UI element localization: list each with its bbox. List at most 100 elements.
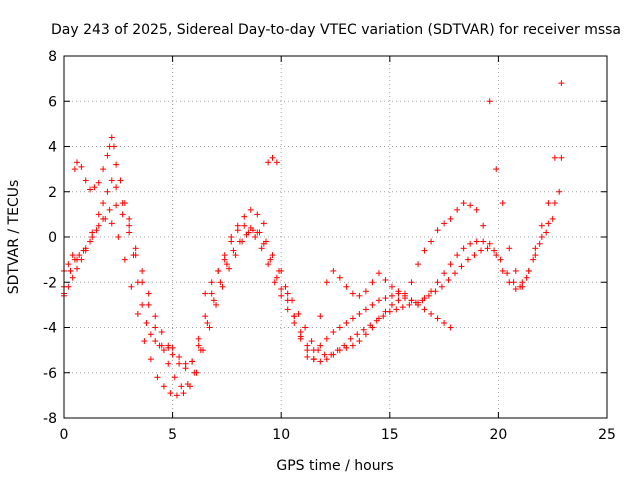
data-point xyxy=(336,324,343,331)
data-point xyxy=(239,238,246,245)
data-point xyxy=(382,295,389,302)
data-point xyxy=(369,279,376,286)
data-point xyxy=(126,215,133,222)
data-point xyxy=(295,310,302,317)
data-point xyxy=(473,238,480,245)
data-point xyxy=(289,297,296,304)
data-point xyxy=(480,222,487,229)
data-point xyxy=(108,134,115,141)
data-point xyxy=(425,292,432,299)
data-point xyxy=(362,288,369,295)
data-point xyxy=(104,188,111,195)
data-point xyxy=(375,297,382,304)
data-point xyxy=(273,274,280,281)
data-point xyxy=(323,279,330,286)
data-point xyxy=(302,324,309,331)
data-point xyxy=(408,297,415,304)
data-point xyxy=(141,338,148,345)
data-point xyxy=(499,200,506,207)
data-point xyxy=(74,159,81,166)
data-point xyxy=(421,247,428,254)
data-point xyxy=(356,292,363,299)
data-point xyxy=(375,270,382,277)
data-point xyxy=(223,261,230,268)
x-tick-label: 5 xyxy=(168,427,177,443)
series-track-4 xyxy=(61,80,565,367)
data-point xyxy=(349,290,356,297)
data-point xyxy=(180,390,187,397)
data-point xyxy=(369,324,376,331)
data-point xyxy=(267,256,274,263)
data-point xyxy=(297,335,304,342)
data-point xyxy=(132,245,139,252)
data-point xyxy=(76,252,83,259)
data-point xyxy=(504,270,511,277)
data-point xyxy=(362,331,369,338)
data-point xyxy=(382,276,389,283)
data-point xyxy=(100,200,107,207)
data-point xyxy=(115,234,122,240)
data-point xyxy=(330,351,337,358)
data-point xyxy=(143,319,150,326)
data-point xyxy=(480,238,487,245)
data-point xyxy=(113,161,120,168)
data-point xyxy=(284,290,291,297)
data-point xyxy=(317,342,324,349)
data-point xyxy=(278,286,285,293)
data-point xyxy=(343,283,350,290)
x-tick-label: 25 xyxy=(598,427,616,443)
data-point xyxy=(247,206,254,213)
data-point xyxy=(193,369,200,376)
data-point xyxy=(204,319,211,326)
data-point xyxy=(147,356,154,363)
data-point xyxy=(65,283,72,290)
data-point xyxy=(382,308,389,315)
data-point xyxy=(330,329,337,336)
data-point xyxy=(269,252,276,259)
data-point xyxy=(245,229,252,236)
x-tick-label: 10 xyxy=(272,427,290,443)
data-point xyxy=(558,154,565,161)
data-point xyxy=(556,188,563,195)
data-point xyxy=(200,347,207,354)
data-point xyxy=(310,356,317,363)
data-point xyxy=(538,222,545,229)
data-point xyxy=(471,252,478,259)
data-point xyxy=(189,358,196,365)
data-point xyxy=(304,353,311,360)
data-point xyxy=(228,238,235,245)
data-point xyxy=(186,383,193,390)
data-point xyxy=(447,324,454,331)
data-point xyxy=(454,252,461,259)
data-point xyxy=(195,342,202,349)
data-point xyxy=(165,360,172,367)
data-point xyxy=(78,163,85,170)
data-point xyxy=(262,238,269,245)
y-tick-label: 6 xyxy=(48,94,57,110)
data-point xyxy=(434,279,441,286)
y-tick-label: -6 xyxy=(43,366,57,382)
data-point xyxy=(399,304,406,311)
data-point xyxy=(317,313,324,320)
data-point xyxy=(512,286,519,293)
data-point xyxy=(208,290,215,297)
data-point xyxy=(356,338,363,345)
data-point xyxy=(356,310,363,317)
data-point xyxy=(273,159,280,166)
data-point xyxy=(438,283,445,290)
data-point xyxy=(252,234,259,240)
data-point xyxy=(182,360,189,367)
data-point xyxy=(360,326,367,333)
data-point xyxy=(323,356,330,363)
data-point xyxy=(343,319,350,326)
data-point xyxy=(265,261,272,268)
data-point xyxy=(493,166,500,173)
data-point xyxy=(525,267,532,274)
data-point xyxy=(121,256,128,263)
data-point xyxy=(432,288,439,295)
data-point xyxy=(428,238,435,245)
data-point xyxy=(87,186,94,193)
data-point xyxy=(278,292,285,299)
